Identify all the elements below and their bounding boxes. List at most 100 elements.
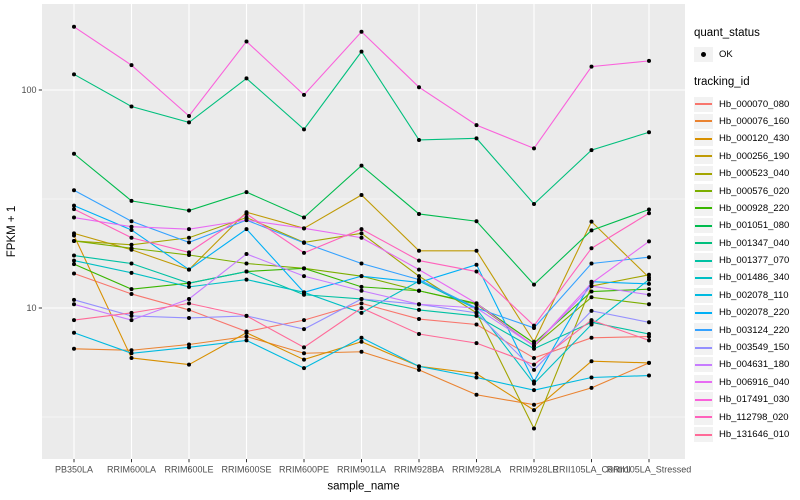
legend-item-label: Hb_001347_040: [719, 237, 790, 249]
legend-item-label: Hb_017491_030: [719, 394, 790, 406]
data-point: [359, 284, 364, 289]
legend-item-label: Hb_000576_020: [719, 185, 790, 197]
data-point: [417, 302, 421, 307]
legend-item-label: Hb_004631_180: [719, 359, 790, 371]
legend-key-line-icon: [694, 409, 713, 425]
data-point: [359, 163, 364, 168]
data-point: [532, 402, 536, 407]
data-point: [187, 284, 191, 289]
data-point: [589, 148, 594, 153]
legend-item-label: Hb_000256_190: [719, 150, 790, 162]
data-point: [589, 281, 594, 286]
x-axis-title: sample_name: [327, 481, 399, 493]
data-point: [417, 288, 421, 293]
data-point: [532, 343, 536, 348]
legend-key-line-icon: [694, 305, 713, 321]
data-point: [589, 322, 594, 327]
data-point: [187, 240, 191, 245]
data-point: [187, 345, 191, 350]
legend-key-line-icon: [694, 270, 713, 286]
data-point: [359, 335, 364, 340]
data-point: [647, 281, 651, 286]
legend-key-line-icon: [694, 183, 713, 199]
data-point: [244, 330, 249, 335]
data-point: [72, 330, 76, 335]
data-point: [647, 331, 651, 336]
data-point: [302, 92, 306, 97]
data-point: [129, 104, 134, 109]
data-point: [187, 301, 191, 306]
data-point: [647, 58, 651, 63]
legend-item-Hb_000523_040: Hb_000523_040: [694, 165, 798, 182]
data-point: [187, 120, 191, 125]
legend-item-label: Hb_001051_080: [719, 220, 790, 232]
data-point: [647, 360, 651, 365]
data-point: [129, 235, 134, 240]
data-point: [532, 379, 536, 384]
data-point: [244, 251, 249, 256]
data-point: [72, 271, 76, 276]
data-point: [589, 335, 594, 340]
data-point: [589, 284, 594, 289]
data-point: [359, 339, 364, 344]
data-point: [129, 348, 134, 353]
data-point: [187, 227, 191, 232]
data-point: [474, 392, 479, 397]
data-point: [302, 240, 306, 245]
data-point: [187, 281, 191, 286]
data-point: [244, 218, 249, 223]
data-point: [302, 318, 306, 323]
legend-key-line-icon: [694, 427, 713, 442]
data-point: [417, 367, 421, 372]
legend-item-label: Hb_003549_150: [719, 342, 790, 354]
data-point: [589, 295, 594, 300]
data-point: [474, 219, 479, 224]
data-point: [647, 373, 651, 378]
legend-item-label: Hb_000070_080: [719, 98, 790, 110]
data-point: [187, 250, 191, 255]
data-point: [417, 248, 421, 253]
data-point: [129, 351, 134, 356]
legend-key-line-icon: [694, 287, 713, 303]
data-point: [589, 375, 594, 380]
data-point: [589, 318, 594, 323]
legend-key-line-icon: [694, 131, 713, 147]
x-tick-label: RRII105LA_Control: [552, 465, 630, 475]
data-point: [72, 215, 76, 220]
y-tick-label: 10: [26, 303, 36, 313]
legend-item-label: OK: [719, 49, 733, 61]
data-point: [187, 208, 191, 213]
legend-item-Hb_017491_030: Hb_017491_030: [694, 391, 798, 408]
data-point: [129, 313, 134, 318]
data-point: [72, 318, 76, 323]
data-point: [244, 76, 249, 81]
data-point: [417, 331, 421, 336]
data-point: [474, 371, 479, 376]
data-point: [72, 258, 76, 263]
x-tick-label: RRIM600LE: [164, 465, 213, 475]
legend-item-Hb_003124_220: Hb_003124_220: [694, 321, 798, 338]
data-point: [187, 342, 191, 347]
data-point: [532, 201, 536, 206]
legend-title-tracking-id: tracking_id: [694, 76, 750, 89]
data-point: [532, 408, 536, 413]
legend-key-line-icon: [694, 200, 713, 216]
legend-item-label: Hb_002078_110: [719, 289, 789, 301]
data-point: [359, 349, 364, 354]
data-point: [129, 198, 134, 203]
data-point: [187, 235, 191, 240]
legend-key-line-icon: [694, 148, 713, 164]
data-point: [532, 323, 536, 328]
legend-key-line-icon: [694, 218, 713, 234]
data-point: [302, 127, 306, 132]
data-point: [72, 24, 76, 29]
legend-item-label: Hb_000076_160: [719, 115, 790, 127]
legend-item-label: Hb_002078_220: [719, 307, 790, 319]
data-point: [647, 130, 651, 135]
data-point: [359, 306, 364, 310]
legend-key-line-icon: [694, 253, 713, 269]
data-point: [72, 346, 76, 351]
y-tick-label: 100: [21, 85, 36, 95]
data-point: [72, 231, 76, 236]
data-point: [302, 250, 306, 255]
